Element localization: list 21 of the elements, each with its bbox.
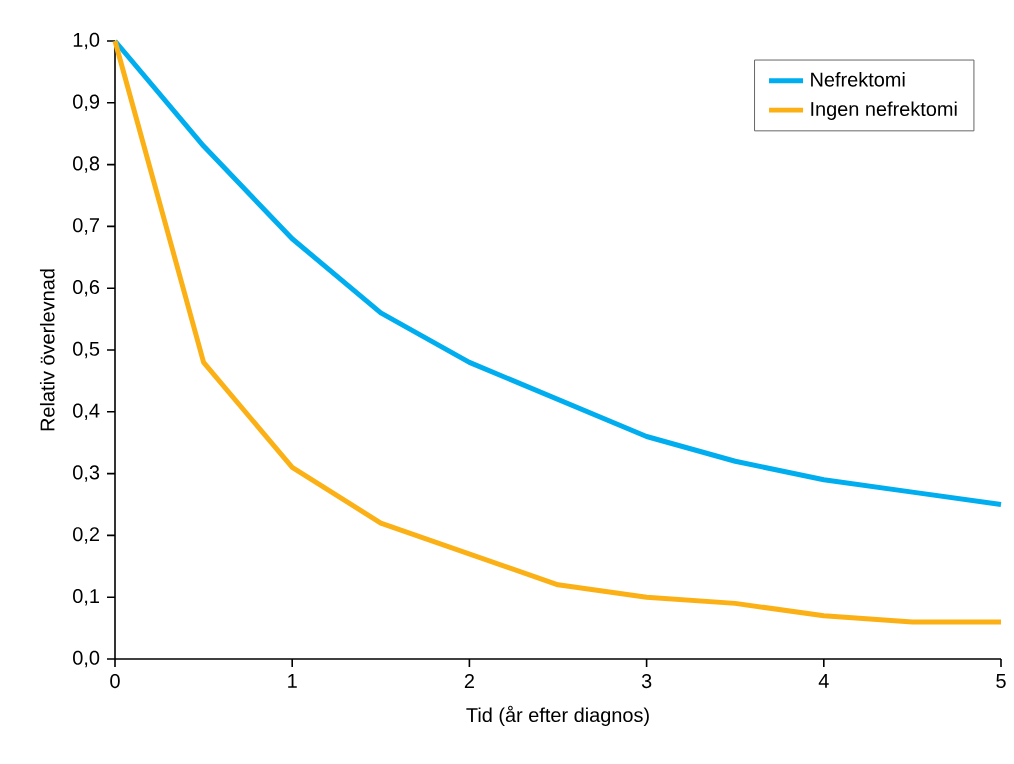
y-tick-label: 0,0 (73, 650, 100, 668)
x-tick-label: 1 (288, 674, 297, 688)
legend-label: Nefrektomi (811, 72, 905, 87)
y-tick-label: 0,5 (73, 341, 100, 359)
y-axis-title: Relativ överlevnad (39, 269, 55, 431)
y-tick-label: 0,6 (73, 279, 100, 297)
x-tick-label: 5 (996, 674, 1006, 688)
y-tick-label: 0,9 (73, 94, 100, 112)
y-tick-label: 0,7 (73, 218, 99, 235)
x-tick-label: 3 (641, 674, 652, 689)
x-tick-label: 2 (464, 674, 474, 688)
y-tick-label: 1,0 (73, 32, 100, 50)
y-tick-label: 0,1 (73, 588, 99, 606)
legend-label: Ingen nefrektomi (811, 101, 957, 120)
y-tick-label: 0,4 (73, 403, 100, 421)
y-tick-label: 0,3 (73, 465, 100, 482)
y-tick-label: 0,8 (73, 156, 100, 173)
x-tick-label: 4 (818, 674, 829, 688)
x-tick-label: 0 (110, 674, 120, 689)
x-axis-title: Tid (år efter diagnos) (466, 705, 649, 727)
y-tick-label: 0,2 (73, 527, 99, 544)
